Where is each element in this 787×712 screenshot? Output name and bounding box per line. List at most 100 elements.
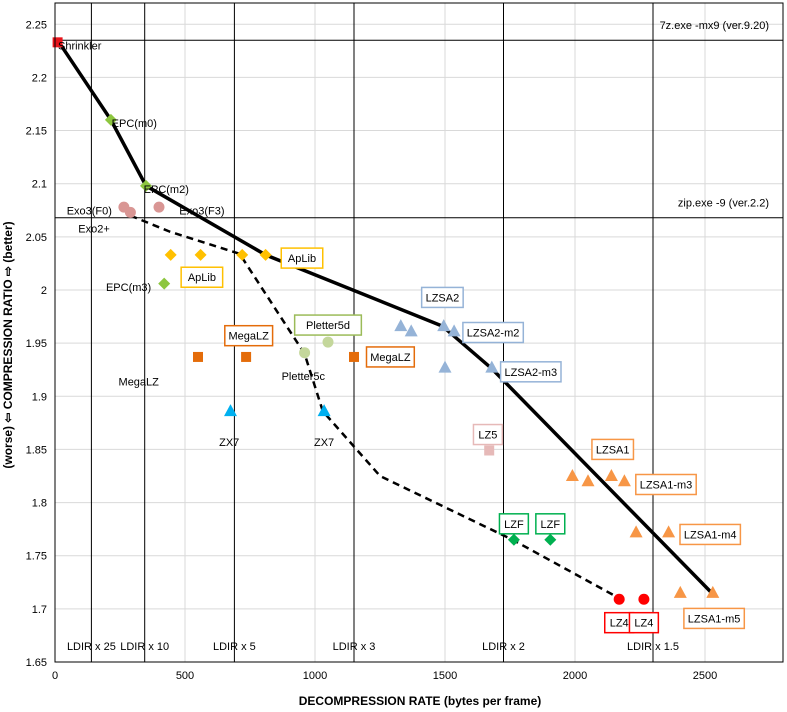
point-label: LZSA1 (596, 444, 630, 456)
point-lzsa1 (706, 585, 720, 598)
point-label: Exo3(F0) (67, 205, 112, 217)
reference-line-label: LDIR x 2 (482, 641, 525, 653)
point-label: EPC(m0) (112, 118, 157, 130)
point-zx7 (224, 404, 237, 417)
point-label-box (280, 247, 324, 269)
reference-line-label: LDIR x 3 (333, 641, 376, 653)
point-lzsa2 (438, 360, 452, 373)
point-megalz (193, 351, 203, 362)
x-tick-label: 1500 (433, 670, 457, 682)
point-label-box (499, 361, 562, 383)
y-tick-label: 1.85 (26, 444, 47, 456)
point-megalz (241, 351, 252, 362)
y-tick-label: 1.8 (32, 498, 47, 510)
point-exo3 (124, 206, 136, 218)
point-label: LZSA1-m3 (640, 479, 693, 491)
point-label: ZX7 (219, 437, 239, 449)
point-lzsa1 (629, 525, 643, 538)
point-label: LZSA2-m2 (467, 328, 520, 340)
point-label-box (472, 423, 504, 446)
y-tick-label: 2 (41, 285, 47, 297)
point-label-box (683, 607, 746, 630)
point-label: ZX7 (314, 437, 334, 449)
point-label: Pletter5d (306, 320, 350, 332)
x-tick-label: 0 (52, 670, 58, 682)
point-shrinkler (52, 37, 63, 48)
point-labels: Shrinkler EPC(m0) EPC(m2) Exo3(F0) Exo3(F3) E… (58, 41, 746, 634)
y-tick-label: 2.05 (26, 232, 47, 244)
x-tick-label: 2000 (563, 670, 587, 682)
point-label-box (591, 438, 635, 461)
y-tick-label: 2.2 (32, 72, 47, 84)
point-aplib (164, 248, 177, 261)
point-label: ApLib (288, 253, 316, 265)
point-label: LZ4 (610, 618, 629, 630)
data-points (52, 37, 720, 605)
secondary-front-line (129, 214, 620, 600)
reference-line-label: LDIR x 1.5 (627, 641, 679, 653)
point-lzsa2 (485, 360, 499, 373)
reference-line-label: 7z.exe -mx9 (ver.9.20) (660, 20, 769, 32)
point-label: LZSA2-m3 (505, 367, 558, 379)
y-tick-label: 1.95 (26, 338, 47, 350)
point-label: MegaLZ (229, 331, 270, 343)
point-label-box (628, 611, 660, 634)
point-lzsa1 (617, 474, 631, 487)
point-epc (104, 113, 117, 126)
plot-frame (54, 2, 784, 663)
point-pletter5 (322, 336, 334, 348)
point-label: LZ4 (634, 618, 653, 630)
y-tick-label: 1.65 (26, 657, 47, 669)
point-label: LZSA1-m5 (688, 613, 741, 625)
point-label-box (498, 513, 530, 535)
point-aplib (236, 248, 249, 261)
point-pletter5 (299, 347, 311, 359)
point-lzf (544, 533, 557, 546)
point-label-box (535, 513, 566, 535)
point-label: Exo2+ (78, 223, 110, 235)
point-label: Exo3(F3) (179, 205, 224, 217)
point-label: Pletter5c (282, 371, 326, 383)
point-lzsa1 (604, 468, 618, 481)
y-axis-title: (worse) ⇦ COMPRESSION RATIO ⇨ (better) (1, 221, 15, 468)
point-lzsa1 (662, 525, 676, 538)
point-lzsa1 (581, 474, 595, 487)
y-tick-label: 2.25 (26, 19, 47, 31)
reference-lines: 7z.exe -mx9 (ver.9.20) zip.exe -9 (ver.2.… (55, 3, 783, 662)
point-label: Shrinkler (58, 41, 102, 53)
point-label: MegaLZ (370, 352, 411, 364)
x-tick-label: 500 (176, 670, 194, 682)
point-label: MegaLZ (119, 376, 160, 388)
reference-line-label: LDIR x 25 (67, 641, 116, 653)
y-tick-label: 2.15 (26, 126, 47, 138)
y-tick-label: 2.1 (32, 179, 47, 191)
reference-line-label: zip.exe -9 (ver.2.2) (678, 198, 769, 210)
point-label-box (365, 346, 416, 368)
reference-line-label: LDIR x 10 (120, 641, 169, 653)
reference-line-label: LDIR x 5 (213, 641, 256, 653)
point-lzsa2 (447, 324, 461, 337)
point-megalz (349, 351, 359, 362)
point-label: LZ5 (478, 430, 497, 442)
y-tick-label: 1.7 (32, 604, 47, 616)
point-aplib (194, 248, 207, 261)
point-label: EPC(m2) (144, 184, 189, 196)
point-zx7 (317, 404, 331, 417)
point-epc (158, 277, 171, 290)
point-aplib (259, 248, 272, 261)
point-lzsa2 (394, 319, 408, 332)
point-lzsa2 (437, 319, 451, 332)
point-lzsa2 (404, 324, 418, 337)
point-label-box (462, 321, 525, 344)
point-label-box (293, 314, 363, 336)
point-lzf (507, 533, 520, 546)
point-label: LZSA2 (426, 292, 460, 304)
x-tick-label: 1000 (303, 670, 327, 682)
point-label: LZF (504, 519, 524, 531)
x-tick-label: 2500 (693, 670, 717, 682)
point-label-box (420, 286, 464, 309)
grid (54, 3, 783, 663)
y-tick-label: 1.9 (32, 391, 47, 403)
point-epc (140, 179, 152, 192)
